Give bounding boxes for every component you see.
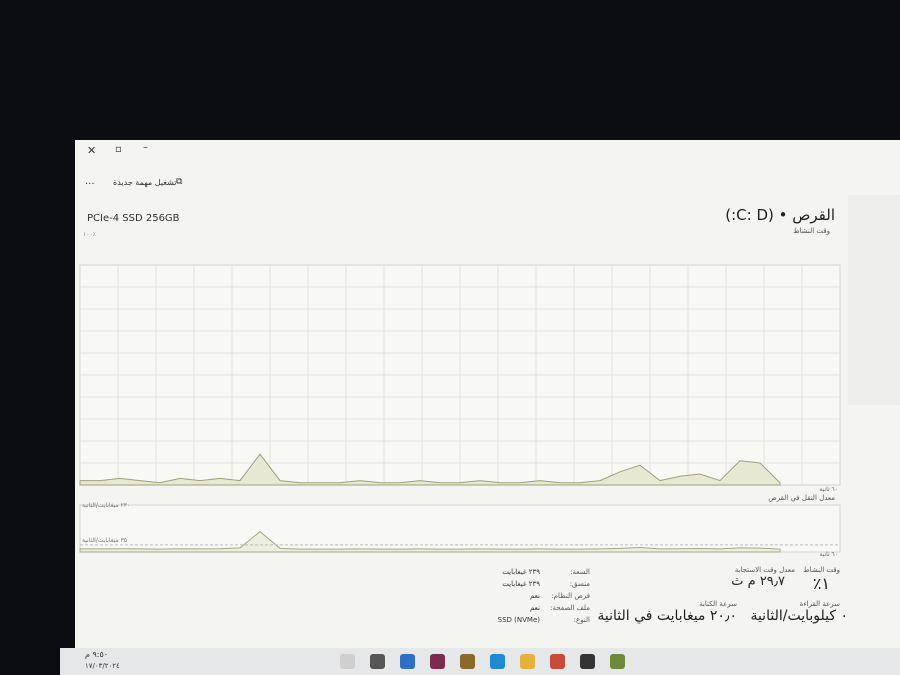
stat-value: ١٪ [812,574,830,593]
taskbar-icon[interactable] [580,654,595,669]
sidebar: المعالجة المركزية غيغاهرتز القرص • (C: D:)… [848,195,900,405]
restore-button[interactable]: ▫ [115,144,122,155]
sidebar-item[interactable]: NVMe [848,290,900,299]
stat-label: معدل وقت الاستجابة [734,566,795,574]
run-task-icon: ⧉ [176,177,183,187]
property-value: نعم [530,592,540,600]
more-button[interactable]: ... [85,176,95,187]
sidebar-item[interactable]: غيغاهرتز [848,215,900,224]
clock-time: ٩:٥٠ م [85,650,109,659]
taskbar-icon[interactable] [400,654,415,669]
activity-label: وقت النشاط [793,227,830,235]
property-value: ٢٣٩ غيغابايت [502,568,540,576]
stat-value: ٠ كيلوبايت/الثانية [750,608,848,624]
transfer-frame [79,504,841,553]
property-label: ملف الصفحة: [550,604,590,612]
taskbar-icon[interactable] [550,654,565,669]
taskbar-icon[interactable] [520,654,535,669]
stat-value: ٢٩٫٧ م ث [731,574,785,589]
property-value: SSD (NVMe) [497,616,540,624]
taskbar: ٩:٥٠ م ١٧/٠٣/٢٠٢٤ [60,648,900,675]
disk-title: القرص • (C: D:) [725,206,835,224]
taskbar-icon[interactable] [490,654,505,669]
sidebar-item[interactable]: Wi-Fi [848,327,900,336]
transfer-mid-label: ٣٥ ميغابايت/الثانية [82,537,127,544]
transfer-max-label: ٢٣٠ ميغابايت/الثانية [82,502,130,509]
property-label: منسق: [569,580,590,588]
taskbar-icon[interactable] [430,654,445,669]
stat-label: سرعة الكتابة [699,600,737,608]
property-value: نعم [530,604,540,612]
clock-date: ١٧/٠٣/٢٠٢٤ [85,662,120,670]
stat-label: سرعة القراءة [799,600,840,608]
close-button[interactable]: ✕ [87,144,97,157]
property-value: ٢٣٩ غيغابايت [502,580,540,588]
property-label: قرص النظام: [551,592,590,600]
property-label: النوع: [573,616,590,624]
property-label: السعة: [570,568,590,576]
stat-value: ٢٠٫٠ ميغابايت في الثانية [597,608,737,624]
run-task-button[interactable]: تشغيل مهمة جديدة [113,178,177,187]
transfer-label: معدل النقل في القرص [768,494,835,502]
transfer-time-label: ٦٠ ثانية [819,551,838,558]
sidebar-item[interactable]: القرص • (C: D:) [848,277,900,286]
disk-model: PCIe-4 SSD 256GB [87,213,180,224]
activity-time-label: ٦٠ ثانية [819,486,838,493]
taskbar-icon[interactable] [460,654,475,669]
activity-max-label: ١٠٠٪ [83,231,96,238]
taskbar-icon[interactable] [370,654,385,669]
sidebar-item[interactable]: المعالجة المركزية [848,203,900,212]
stat-label: وقت النشاط [803,566,840,574]
taskbar-icon[interactable] [340,654,355,669]
activity-area [79,453,781,486]
sidebar-item[interactable]: Intel(R) Iris [848,373,900,382]
transfer-area [79,530,781,553]
sidebar-item[interactable]: تم تلقي [848,340,900,349]
minimize-button[interactable]: – [143,142,148,153]
taskbar-icon[interactable] [610,654,625,669]
